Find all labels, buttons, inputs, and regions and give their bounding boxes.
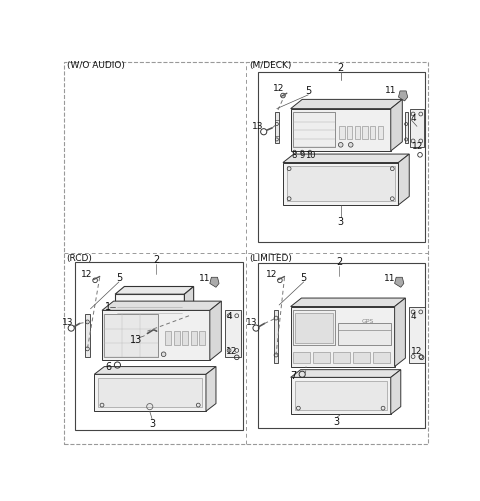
Polygon shape — [94, 367, 216, 374]
Polygon shape — [405, 113, 408, 143]
Text: 6: 6 — [105, 362, 111, 372]
Polygon shape — [85, 314, 90, 357]
Polygon shape — [184, 287, 193, 319]
Polygon shape — [115, 287, 193, 294]
Polygon shape — [291, 377, 391, 414]
Text: 7: 7 — [290, 371, 296, 381]
Polygon shape — [398, 154, 409, 205]
Bar — [355, 126, 360, 139]
Text: 11: 11 — [384, 274, 395, 283]
Polygon shape — [225, 311, 240, 357]
Bar — [378, 126, 383, 139]
Polygon shape — [291, 109, 391, 151]
Text: 2: 2 — [336, 257, 342, 267]
Polygon shape — [206, 367, 216, 411]
Text: 13: 13 — [246, 318, 258, 327]
Bar — [165, 331, 171, 345]
Polygon shape — [291, 370, 401, 377]
Text: (LIMITED): (LIMITED) — [249, 254, 292, 263]
Text: 3: 3 — [337, 217, 344, 227]
Polygon shape — [274, 311, 278, 363]
Text: 12: 12 — [226, 347, 237, 356]
Polygon shape — [115, 294, 184, 319]
Circle shape — [348, 142, 353, 147]
Bar — [104, 314, 158, 357]
Text: 12: 12 — [274, 84, 285, 93]
Bar — [258, 73, 425, 242]
Polygon shape — [102, 311, 210, 360]
Bar — [313, 352, 330, 363]
Bar — [75, 262, 243, 430]
Bar — [258, 263, 425, 428]
Polygon shape — [275, 113, 279, 143]
Polygon shape — [291, 298, 406, 307]
Bar — [295, 381, 387, 410]
Polygon shape — [291, 99, 402, 109]
Bar — [362, 126, 368, 139]
Polygon shape — [94, 374, 206, 411]
Text: 5: 5 — [116, 273, 122, 283]
Polygon shape — [395, 298, 406, 367]
Text: (M/DECK): (M/DECK) — [249, 61, 291, 70]
Text: 4: 4 — [411, 312, 417, 321]
Bar — [353, 352, 370, 363]
Polygon shape — [398, 91, 408, 101]
Text: (W/O AUDIO): (W/O AUDIO) — [67, 61, 124, 70]
Text: (RCD): (RCD) — [67, 254, 93, 263]
Polygon shape — [291, 307, 395, 367]
Circle shape — [338, 142, 343, 147]
Polygon shape — [395, 277, 404, 287]
Bar — [339, 126, 345, 139]
Text: 12: 12 — [412, 142, 423, 151]
Bar — [98, 378, 202, 407]
Polygon shape — [210, 301, 221, 360]
Polygon shape — [283, 162, 398, 205]
Circle shape — [161, 352, 166, 357]
Text: 4: 4 — [226, 312, 232, 321]
Polygon shape — [391, 99, 402, 151]
Text: 12: 12 — [81, 271, 92, 280]
Text: 3: 3 — [149, 418, 155, 428]
Text: 10: 10 — [305, 151, 315, 160]
Text: 8: 8 — [292, 151, 297, 160]
Bar — [287, 166, 395, 201]
Bar — [338, 324, 391, 345]
Bar — [199, 331, 205, 345]
Bar — [191, 331, 197, 345]
Text: 5: 5 — [300, 273, 307, 283]
Text: 11: 11 — [199, 274, 210, 283]
Text: 13: 13 — [130, 335, 142, 345]
Bar — [347, 126, 352, 139]
Text: 12: 12 — [410, 347, 422, 356]
Text: 12: 12 — [266, 271, 277, 280]
Bar — [293, 311, 336, 345]
Bar — [174, 331, 180, 345]
Polygon shape — [410, 109, 424, 147]
Text: 13: 13 — [61, 318, 73, 327]
Bar — [295, 313, 333, 343]
Text: 2: 2 — [337, 63, 344, 73]
Text: 9: 9 — [300, 151, 305, 160]
Polygon shape — [102, 301, 221, 311]
Text: GPS: GPS — [361, 320, 374, 325]
Text: 1: 1 — [105, 302, 111, 312]
Bar — [373, 352, 390, 363]
Text: 13: 13 — [252, 122, 264, 131]
Bar — [333, 352, 350, 363]
Polygon shape — [391, 370, 401, 414]
Text: 5: 5 — [305, 86, 312, 96]
Polygon shape — [283, 154, 409, 162]
Polygon shape — [210, 277, 219, 287]
Text: 11: 11 — [385, 86, 396, 95]
Bar — [182, 331, 188, 345]
Text: 3: 3 — [334, 417, 340, 427]
Polygon shape — [409, 307, 425, 363]
Bar — [293, 113, 336, 147]
Text: 2: 2 — [153, 256, 159, 266]
Text: 4: 4 — [411, 114, 417, 123]
Bar — [370, 126, 375, 139]
Bar — [293, 352, 310, 363]
